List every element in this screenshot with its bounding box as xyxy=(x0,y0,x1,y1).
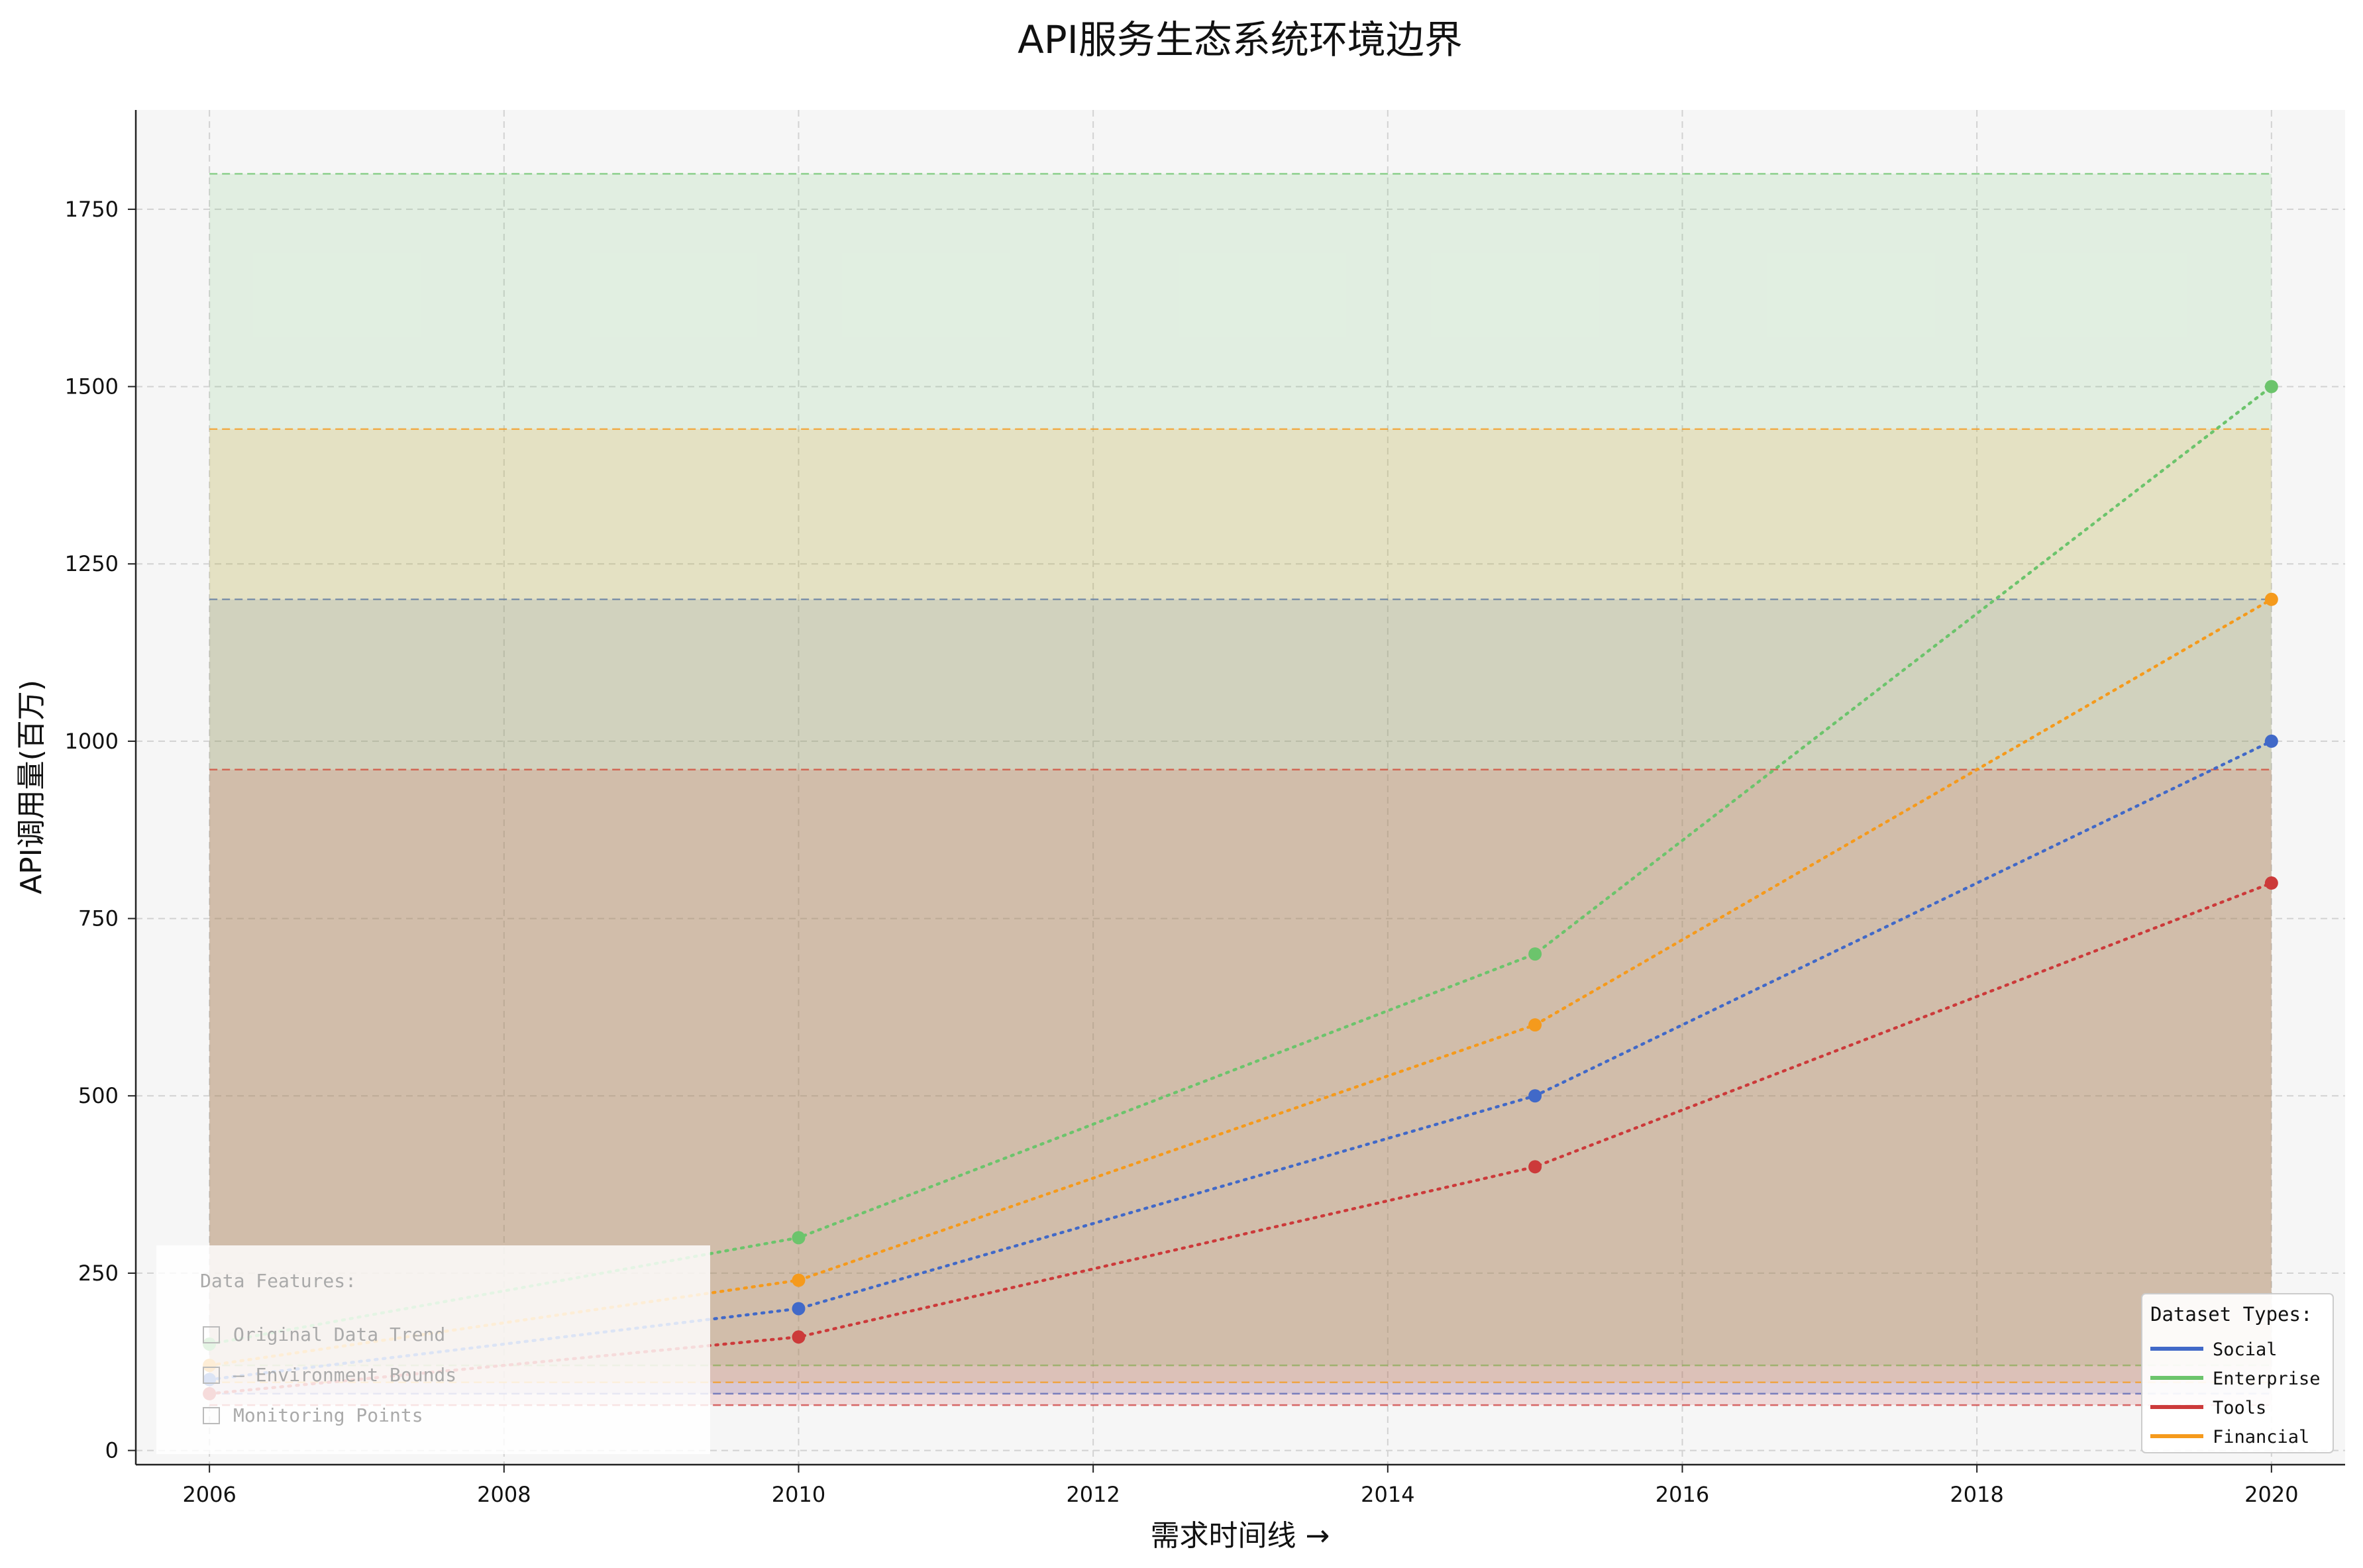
y-tick-label: 1500 xyxy=(65,374,119,399)
grid xyxy=(136,110,2345,1465)
y-tick-label: 500 xyxy=(78,1083,119,1108)
x-tick-label: 2006 xyxy=(182,1482,236,1507)
x-axis-label: 需求时间线 → xyxy=(1151,1519,1330,1553)
features-item: Original Data Trend xyxy=(233,1324,445,1345)
legend-background xyxy=(2141,1293,2334,1453)
x-tick-label: 2012 xyxy=(1066,1482,1120,1507)
data-point xyxy=(2264,592,2278,606)
y-tick-label: 750 xyxy=(78,906,119,931)
data-point xyxy=(792,1330,806,1344)
data-features-box: Data Features: Original Data Trend — Env… xyxy=(156,1245,710,1454)
legend: Dataset Types: Social Enterprise Tools Fina… xyxy=(2141,1293,2334,1453)
x-tick-label: 2010 xyxy=(772,1482,825,1507)
legend-label: Tools xyxy=(2213,1398,2266,1418)
x-tick-label: 2014 xyxy=(1361,1482,1414,1507)
features-box-background xyxy=(156,1245,710,1454)
legend-title: Dataset Types: xyxy=(2150,1303,2312,1326)
y-tick-label: 1000 xyxy=(65,729,119,754)
data-point xyxy=(792,1231,806,1245)
y-tick-label: 1250 xyxy=(65,551,119,576)
features-title: Data Features: xyxy=(200,1270,356,1292)
x-ticks: 2006 2008 2010 2012 2014 2016 2018 2020 xyxy=(182,1465,2299,1507)
data-point xyxy=(1528,1089,1542,1103)
x-tick-label: 2008 xyxy=(477,1482,531,1507)
legend-label: Enterprise xyxy=(2213,1369,2321,1389)
features-item: — Environment Bounds xyxy=(233,1364,456,1386)
features-checkbox-icon xyxy=(203,1326,220,1343)
y-tick-label: 1750 xyxy=(65,197,119,222)
y-axis-label: API调用量(百万) xyxy=(15,680,48,894)
y-tick-label: 0 xyxy=(105,1438,119,1463)
data-point xyxy=(2264,734,2278,748)
chart-title: API服务生态系统环境边界 xyxy=(1018,17,1463,62)
data-point xyxy=(2264,876,2278,890)
bounds-band xyxy=(209,429,2272,1383)
y-ticks: 0 250 500 750 1000 1250 1500 1750 xyxy=(65,197,136,1463)
environment-bounds xyxy=(209,173,2272,1406)
data-point xyxy=(792,1302,806,1316)
data-point xyxy=(1528,947,1542,961)
features-checkbox-icon xyxy=(203,1407,220,1424)
data-point xyxy=(2264,380,2278,393)
data-point xyxy=(1528,1018,1542,1032)
features-item: Monitoring Points xyxy=(233,1404,423,1426)
legend-label: Social xyxy=(2213,1339,2278,1360)
legend-label: Financial xyxy=(2213,1427,2309,1447)
x-tick-label: 2020 xyxy=(2244,1482,2298,1507)
x-tick-label: 2016 xyxy=(1655,1482,1709,1507)
y-tick-label: 250 xyxy=(78,1261,119,1286)
data-point xyxy=(1528,1160,1542,1174)
data-point xyxy=(792,1273,806,1287)
x-tick-label: 2018 xyxy=(1950,1482,2003,1507)
features-checkbox-icon xyxy=(203,1367,220,1384)
series-line xyxy=(207,598,2274,1367)
series-line xyxy=(207,385,2274,1346)
